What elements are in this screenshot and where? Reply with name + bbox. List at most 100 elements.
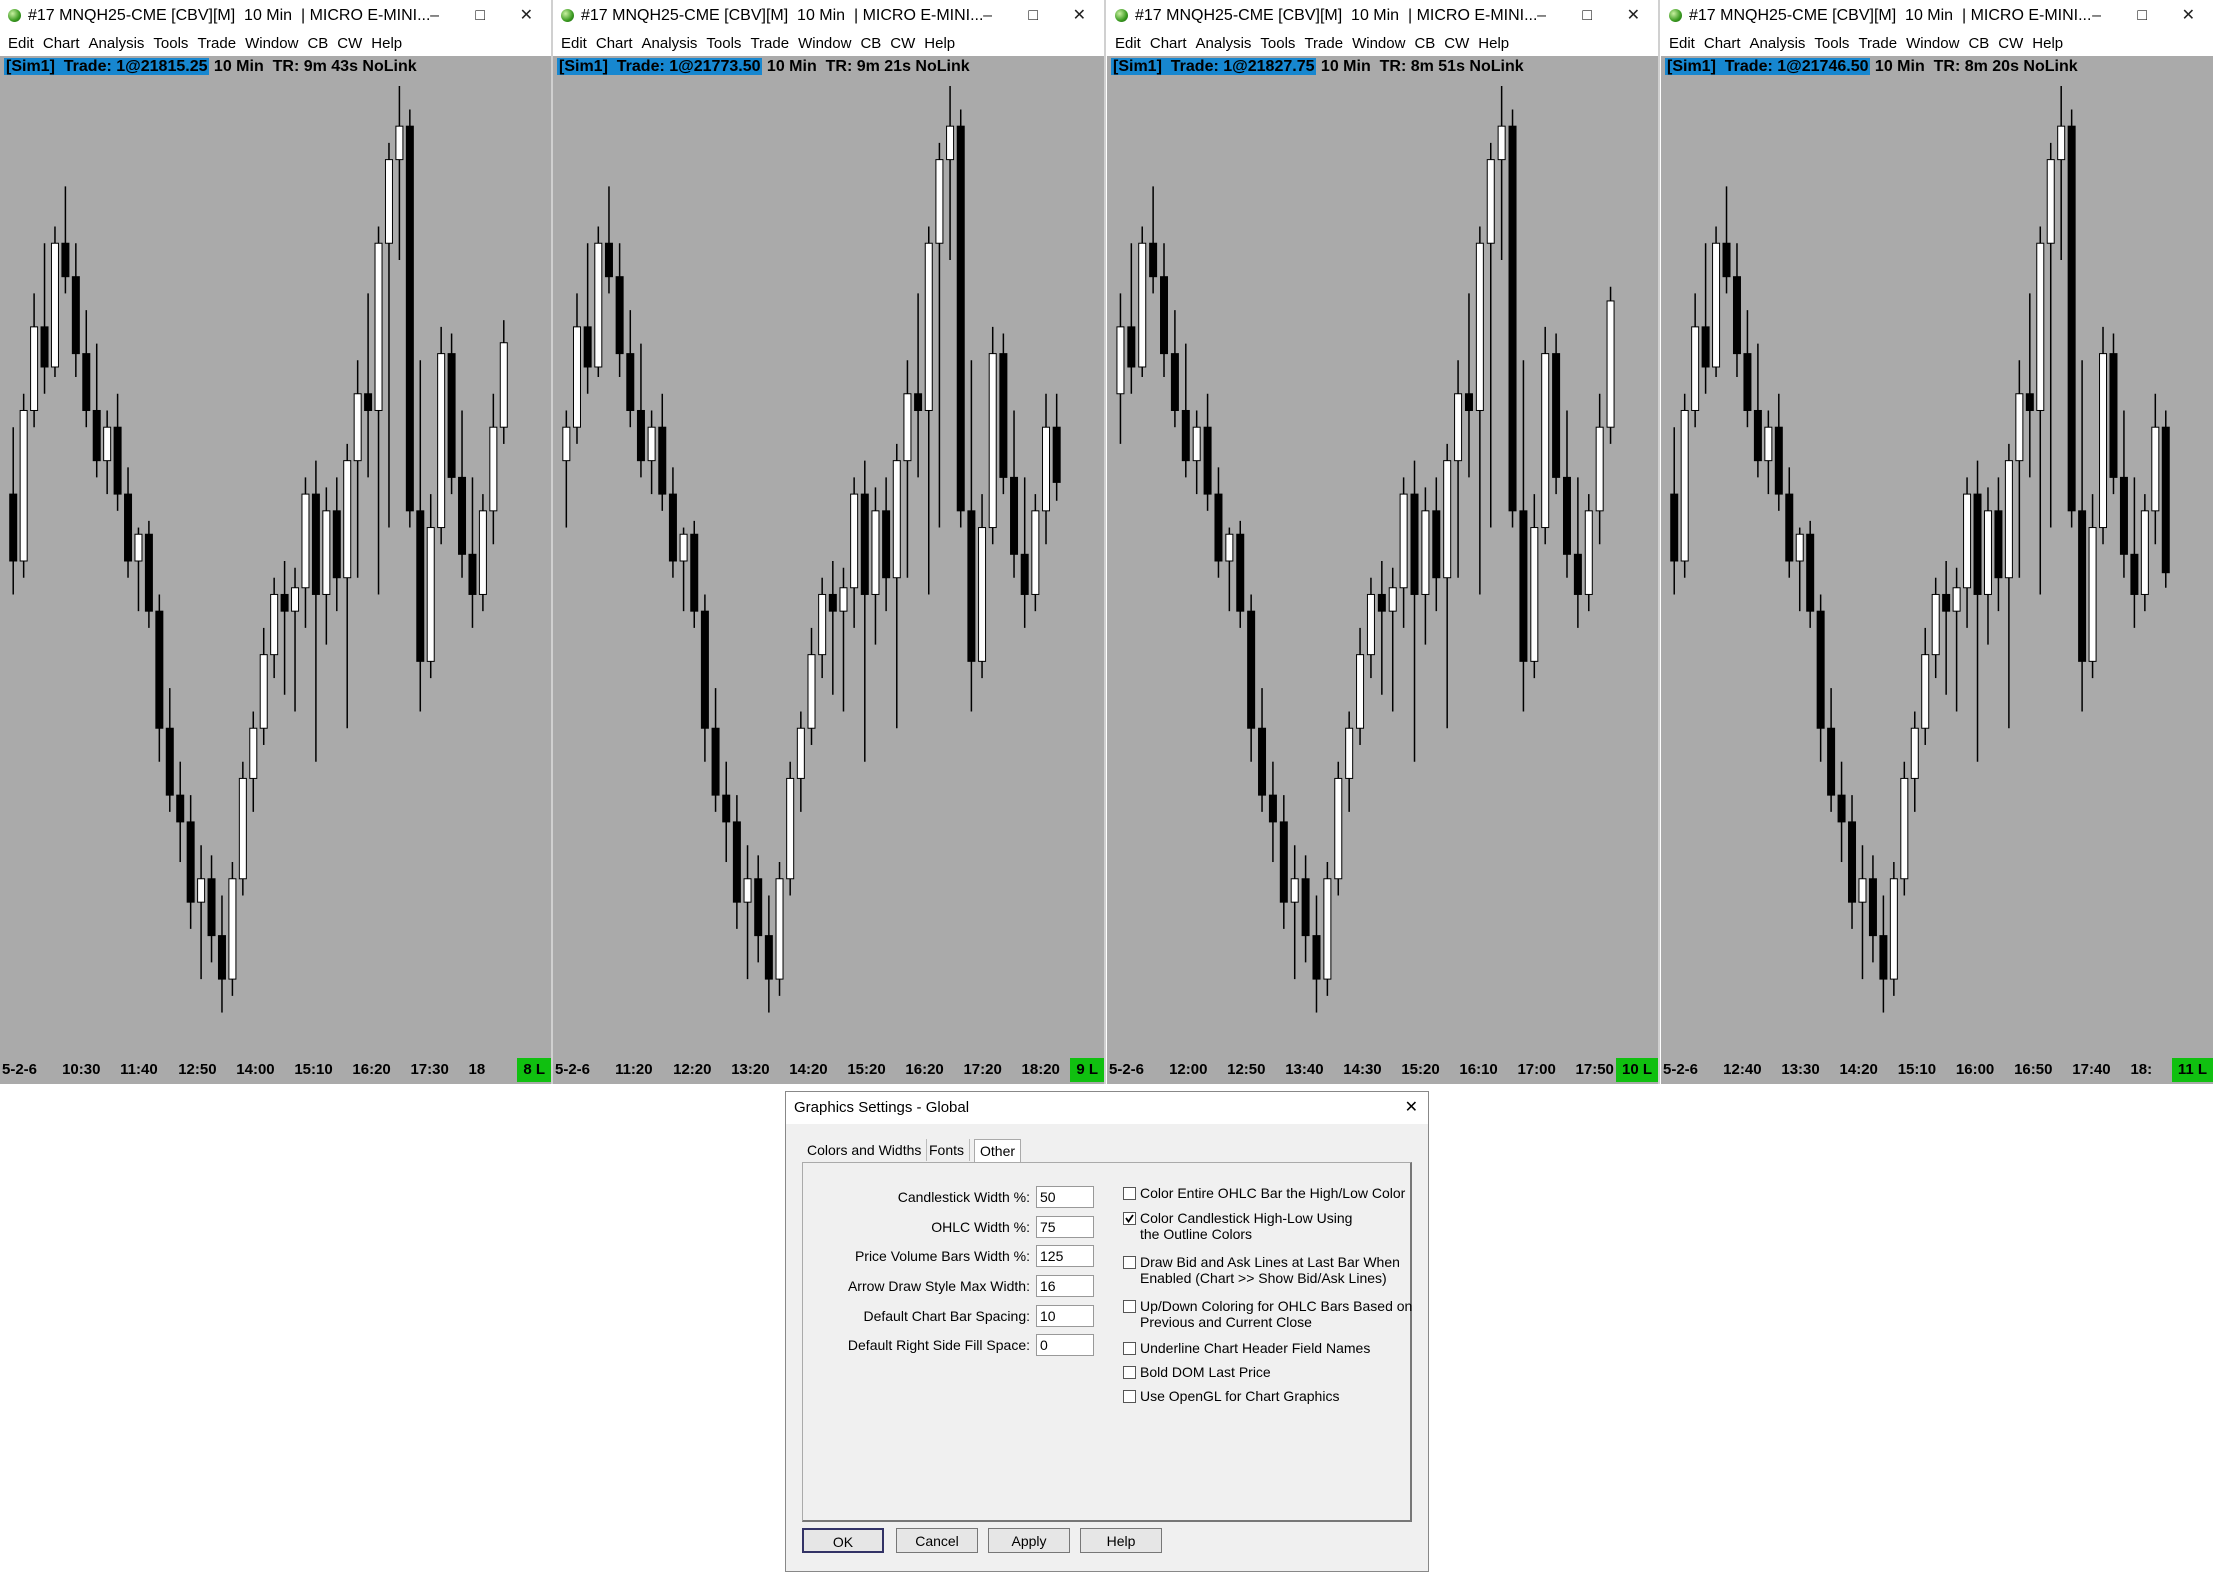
- menu-item[interactable]: Edit: [1115, 35, 1141, 52]
- maximize-button[interactable]: □: [1582, 7, 1592, 24]
- button[interactable]: Help: [1080, 1528, 1162, 1553]
- maximize-button[interactable]: □: [1028, 7, 1038, 24]
- candle-body: [19, 409, 28, 562]
- candle-body: [1595, 426, 1604, 512]
- menu-item[interactable]: Help: [924, 35, 956, 52]
- menu-item[interactable]: CW: [1444, 35, 1470, 52]
- button[interactable]: Apply: [988, 1528, 1070, 1553]
- field-input[interactable]: 75: [1036, 1216, 1094, 1238]
- menu-item[interactable]: Chart: [1149, 35, 1187, 52]
- close-button[interactable]: ✕: [1626, 7, 1640, 24]
- minimize-button[interactable]: –: [1537, 7, 1546, 24]
- time-label: 10:30: [62, 1061, 101, 1078]
- tab[interactable]: Fonts: [924, 1139, 971, 1161]
- checkbox[interactable]: [1123, 1187, 1136, 1200]
- menu-item[interactable]: Window: [798, 35, 852, 52]
- menu-item[interactable]: CB: [860, 35, 882, 52]
- menu-item[interactable]: Edit: [1669, 35, 1695, 52]
- candle-body: [1192, 426, 1201, 462]
- menu-item[interactable]: Chart: [1703, 35, 1741, 52]
- menu-item[interactable]: Analysis: [1749, 35, 1806, 52]
- tab[interactable]: Other: [974, 1139, 1022, 1162]
- menu-item[interactable]: Help: [2032, 35, 2064, 52]
- menu-item[interactable]: Help: [371, 35, 403, 52]
- time-label: 17:20: [963, 1061, 1002, 1078]
- menu-item[interactable]: Trade: [197, 35, 237, 52]
- menu-bar: Edit Chart Analysis Tools Trade Window CB CW Hel…: [1107, 32, 1658, 56]
- checkbox-label: Up/Down Coloring for OHLC Bars Based on P…: [1140, 1298, 1412, 1330]
- candle-body: [796, 727, 805, 779]
- close-button[interactable]: ✕: [519, 7, 533, 24]
- menu-item[interactable]: CW: [890, 35, 916, 52]
- menu-item[interactable]: Analysis: [1195, 35, 1252, 52]
- minimize-button[interactable]: –: [983, 7, 992, 24]
- checkbox[interactable]: [1123, 1366, 1136, 1379]
- checkbox[interactable]: [1123, 1342, 1136, 1355]
- time-label: 16:50: [2014, 1061, 2053, 1078]
- checkbox-label: Draw Bid and Ask Lines at Last Bar When E…: [1140, 1254, 1400, 1286]
- candle-body: [1345, 727, 1354, 779]
- menu-item[interactable]: Window: [245, 35, 299, 52]
- menu-item[interactable]: Edit: [8, 35, 34, 52]
- menu-item[interactable]: Edit: [561, 35, 587, 52]
- menu-item[interactable]: Help: [1478, 35, 1510, 52]
- field-input[interactable]: 10: [1036, 1305, 1094, 1327]
- candle-body: [1443, 460, 1452, 579]
- checkbox[interactable]: [1123, 1212, 1136, 1225]
- checkbox-label: Color Entire OHLC Bar the High/Low Color: [1140, 1185, 1405, 1201]
- field-input[interactable]: 125: [1036, 1245, 1094, 1267]
- checkbox[interactable]: [1123, 1256, 1136, 1269]
- candle-body: [1042, 426, 1051, 512]
- menu-item[interactable]: CW: [1998, 35, 2024, 52]
- time-label: 18:20: [1021, 1061, 1060, 1078]
- field-input[interactable]: 16: [1036, 1275, 1094, 1297]
- candle-body: [1519, 510, 1528, 662]
- checkbox[interactable]: [1123, 1300, 1136, 1313]
- field-input[interactable]: 50: [1036, 1186, 1094, 1208]
- menu-item[interactable]: Tools: [153, 35, 189, 52]
- menu-item[interactable]: Tools: [706, 35, 742, 52]
- menu-item[interactable]: CB: [1414, 35, 1436, 52]
- candle-body: [416, 510, 425, 662]
- time-label: 13:30: [1781, 1061, 1820, 1078]
- chart-header: [Sim1] Trade: 1@21773.50 10 Min TR: 9m 2…: [557, 57, 970, 77]
- menu-item[interactable]: Tools: [1814, 35, 1850, 52]
- bar-count: 8 L: [517, 1058, 551, 1082]
- candle-body: [1508, 125, 1517, 512]
- candle-body: [978, 527, 987, 662]
- close-button[interactable]: ✕: [1072, 7, 1086, 24]
- minimize-button[interactable]: –: [2092, 7, 2101, 24]
- checkbox[interactable]: [1123, 1390, 1136, 1403]
- button[interactable]: OK: [802, 1528, 884, 1553]
- menu-item[interactable]: Trade: [1304, 35, 1344, 52]
- menu-item[interactable]: Chart: [595, 35, 633, 52]
- menu-item[interactable]: Trade: [1858, 35, 1898, 52]
- menu-item[interactable]: Chart: [42, 35, 80, 52]
- candle-body: [1712, 242, 1721, 368]
- menu-item[interactable]: CB: [1968, 35, 1990, 52]
- candle-body: [1497, 125, 1506, 161]
- menu-item[interactable]: CW: [337, 35, 363, 52]
- minimize-button[interactable]: –: [430, 7, 439, 24]
- menu-item[interactable]: Analysis: [88, 35, 145, 52]
- tab[interactable]: Colors and Widths: [802, 1139, 928, 1161]
- menu-item[interactable]: Trade: [750, 35, 790, 52]
- menu-item[interactable]: Window: [1352, 35, 1406, 52]
- candle-body: [228, 878, 237, 980]
- menu-item[interactable]: Analysis: [641, 35, 698, 52]
- maximize-button[interactable]: □: [475, 7, 485, 24]
- candle-body: [155, 610, 164, 729]
- menu-item[interactable]: Window: [1906, 35, 1960, 52]
- close-button[interactable]: ✕: [2181, 7, 2195, 24]
- close-button[interactable]: ✕: [1404, 1099, 1418, 1116]
- window-title: #17 MNQH25-CME [CBV][M] 10 Min | MICRO E…: [28, 7, 431, 24]
- maximize-button[interactable]: □: [2137, 7, 2147, 24]
- button[interactable]: Cancel: [896, 1528, 978, 1553]
- menu-item[interactable]: Tools: [1260, 35, 1296, 52]
- candle-body: [1247, 610, 1256, 729]
- trade-tag: [Sim1] Trade: 1@21815.25: [4, 58, 210, 75]
- candle-body: [668, 493, 677, 562]
- field-label: Arrow Draw Style Max Width:: [847, 1278, 1030, 1294]
- menu-item[interactable]: CB: [307, 35, 329, 52]
- field-input[interactable]: 0: [1036, 1334, 1094, 1356]
